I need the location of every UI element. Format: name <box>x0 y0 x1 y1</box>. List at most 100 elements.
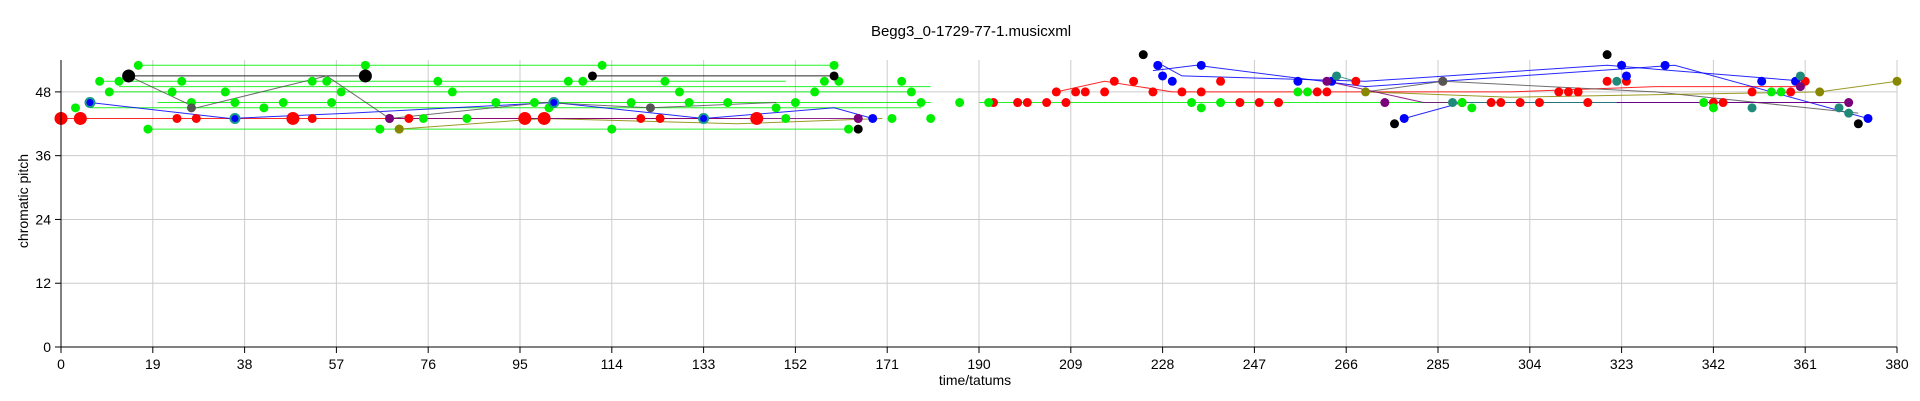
data-point-red <box>1148 87 1158 97</box>
data-point-green <box>1766 87 1776 97</box>
data-point-green <box>906 87 916 97</box>
data-point-green <box>418 113 428 123</box>
data-point-blue <box>548 97 560 109</box>
data-point-green <box>771 103 781 113</box>
data-point-green <box>133 60 143 70</box>
x-tick-label: 304 <box>1518 356 1542 372</box>
data-point-green <box>433 76 443 86</box>
x-tick-labels: 0 19 38 57 76 95 114 133 152 171 190 209 228 247 266 28… <box>57 356 1909 372</box>
data-point-olive <box>394 124 404 134</box>
data-point-green <box>462 113 472 123</box>
data-point-green <box>143 124 153 134</box>
data-point-red <box>1747 87 1757 97</box>
data-point-green <box>790 98 800 108</box>
y-axis-label: chromatic pitch <box>15 154 31 248</box>
data-point-red <box>1515 98 1525 108</box>
data-point-green <box>491 98 501 108</box>
data-point-green <box>336 87 346 97</box>
x-tick-label: 76 <box>420 356 436 372</box>
x-tick-label: 38 <box>237 356 253 372</box>
axes <box>55 60 1898 353</box>
data-point-green <box>177 76 187 86</box>
data-point-green <box>955 98 965 108</box>
data-point-red <box>1042 98 1052 108</box>
series-line-blue <box>1162 64 1806 82</box>
x-tick-label: 380 <box>1885 356 1909 372</box>
data-point-green <box>819 76 829 86</box>
series-line-gray <box>128 75 777 120</box>
x-axis-label: time/tatums <box>939 372 1011 388</box>
data-point-green <box>829 60 839 70</box>
data-point-teal <box>1332 71 1342 81</box>
series-points <box>54 50 1902 134</box>
data-point-green <box>897 76 907 86</box>
data-point-black <box>853 124 863 134</box>
x-tick-label: 152 <box>784 356 808 372</box>
data-point-black <box>587 71 597 81</box>
data-point-red <box>1496 98 1506 108</box>
data-point-blue <box>1621 71 1631 81</box>
data-point-blue <box>1863 113 1873 123</box>
data-point-red <box>1573 87 1583 97</box>
data-point-red <box>1312 87 1322 97</box>
data-point-green <box>1196 103 1206 113</box>
data-point-blue <box>1399 113 1409 123</box>
data-point-red <box>307 113 317 123</box>
data-point-olive <box>1361 87 1371 97</box>
data-point-purple <box>1844 98 1854 108</box>
data-point-blue <box>1617 60 1627 70</box>
data-point-gray <box>186 103 196 113</box>
data-point-red <box>1013 98 1023 108</box>
data-point-green <box>167 87 177 97</box>
data-point-black <box>358 69 372 83</box>
data-point-blue <box>868 113 878 123</box>
data-point-green <box>230 98 240 108</box>
data-point-green <box>322 76 332 86</box>
data-point-green <box>1187 98 1197 108</box>
y-tick-labels: 0 12 24 36 48 <box>35 84 51 355</box>
y-tick-label: 0 <box>43 339 51 355</box>
data-point-green <box>1467 103 1477 113</box>
y-tick-label: 12 <box>35 275 51 291</box>
data-point-red <box>1071 87 1081 97</box>
data-point-red <box>73 111 87 125</box>
data-point-green <box>916 98 926 108</box>
data-point-olive <box>1892 76 1902 86</box>
data-point-green <box>104 87 114 97</box>
data-point-red <box>518 111 532 125</box>
chart-title: Begg3_0-1729-77-1.musicxml <box>871 23 1071 40</box>
data-point-green <box>278 98 288 108</box>
data-point-green <box>578 76 588 86</box>
series-line-blue <box>1152 64 1869 119</box>
data-point-blue <box>1660 60 1670 70</box>
data-point-black <box>829 71 839 81</box>
data-point-green <box>1699 98 1709 108</box>
data-point-purple <box>385 113 395 123</box>
x-tick-label: 133 <box>692 356 716 372</box>
data-point-blue <box>1293 76 1303 86</box>
data-point-teal <box>1447 98 1457 108</box>
data-point-green <box>563 76 573 86</box>
data-point-red <box>1235 98 1245 108</box>
data-point-green <box>447 87 457 97</box>
data-point-red <box>1274 98 1284 108</box>
data-point-green <box>1303 87 1313 97</box>
data-point-red <box>1486 98 1496 108</box>
data-point-red <box>1216 76 1226 86</box>
data-point-black <box>122 69 136 83</box>
data-point-teal <box>1612 76 1622 86</box>
data-point-black <box>1390 119 1400 129</box>
data-point-red <box>1196 87 1206 97</box>
data-point-purple <box>1380 98 1390 108</box>
data-point-red <box>1534 98 1544 108</box>
data-point-red <box>1080 87 1090 97</box>
data-point-red <box>1718 98 1728 108</box>
data-point-black <box>1138 50 1148 60</box>
y-tick-label: 24 <box>35 211 51 227</box>
x-tick-label: 0 <box>57 356 65 372</box>
data-point-red <box>286 111 300 125</box>
x-tick-label: 190 <box>967 356 991 372</box>
x-tick-label: 361 <box>1794 356 1818 372</box>
data-point-blue <box>84 97 96 109</box>
